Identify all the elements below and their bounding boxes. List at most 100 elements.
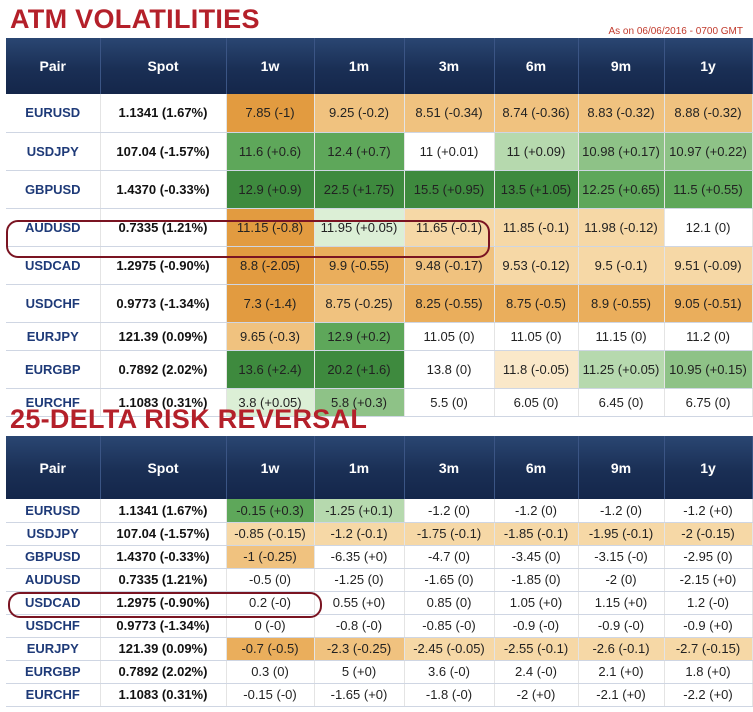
spot-cell: 121.39 (0.09%) xyxy=(100,637,227,661)
atm-value-cell: 8.74 (-0.36) xyxy=(494,94,579,133)
atm-value-cell: 7.85 (-1) xyxy=(226,94,315,133)
rr-value-cell: -1.75 (-0.1) xyxy=(404,522,495,546)
atm-header-1y: 1y xyxy=(664,38,753,94)
table-row: USDJPY 107.04 (-1.57%) 11.6 (+0.6) 12.4 (+0… xyxy=(6,132,753,171)
table-row: GBPUSD 1.4370 (-0.33%) -1 (-0.25) -6.35 (+0… xyxy=(6,545,753,569)
atm-value-cell: 11 (+0.01) xyxy=(404,132,495,171)
atm-value-cell: 9.25 (-0.2) xyxy=(314,94,405,133)
table-row: AUDUSD 0.7335 (1.21%) 11.15 (-0.8) 11.95 (+… xyxy=(6,208,753,247)
rr-value-cell: -1.2 (-0.1) xyxy=(314,522,405,546)
rr-value-cell: 2.4 (-0) xyxy=(494,660,579,684)
spot-cell: 1.2975 (-0.90%) xyxy=(100,591,227,615)
atm-value-cell: 15.5 (+0.95) xyxy=(404,170,495,209)
atm-value-cell: 8.75 (-0.5) xyxy=(494,284,579,323)
rr-value-cell: -1.8 (-0) xyxy=(404,683,495,707)
rr-value-cell: -1.65 (0) xyxy=(404,568,495,592)
rr-header-1w: 1w xyxy=(226,436,315,499)
atm-value-cell: 11.98 (-0.12) xyxy=(578,208,665,247)
rr-value-cell: -0.9 (+0) xyxy=(664,614,753,638)
atm-value-cell: 11.5 (+0.55) xyxy=(664,170,753,209)
pair-cell: EURUSD xyxy=(6,94,101,133)
atm-value-cell: 10.95 (+0.15) xyxy=(664,350,753,389)
rr-value-cell: -0.85 (-0) xyxy=(404,614,495,638)
atm-table-body: EURUSD 1.1341 (1.67%) 7.85 (-1) 9.25 (-0.2)… xyxy=(6,94,753,417)
pair-cell: USDCHF xyxy=(6,284,101,323)
spot-cell: 1.1083 (0.31%) xyxy=(100,388,227,417)
pair-cell: USDJPY xyxy=(6,522,101,546)
atm-value-cell: 6.45 (0) xyxy=(578,388,665,417)
atm-value-cell: 6.05 (0) xyxy=(494,388,579,417)
table-row: EURJPY 121.39 (0.09%) -0.7 (-0.5) -2.3 (-0.… xyxy=(6,637,753,661)
spot-cell: 0.7335 (1.21%) xyxy=(100,208,227,247)
rr-value-cell: -3.15 (-0) xyxy=(578,545,665,569)
risk-reversal-title: 25-DELTA RISK REVERSAL xyxy=(10,404,368,434)
atm-header-3m: 3m xyxy=(404,38,495,94)
rr-value-cell: -2.6 (-0.1) xyxy=(578,637,665,661)
pair-cell: USDCAD xyxy=(6,591,101,615)
atm-value-cell: 12.4 (+0.7) xyxy=(314,132,405,171)
rr-value-cell: -1.2 (0) xyxy=(578,499,665,523)
spot-cell: 1.4370 (-0.33%) xyxy=(100,545,227,569)
atm-value-cell: 8.9 (-0.55) xyxy=(578,284,665,323)
table-row: USDCHF 0.9773 (-1.34%) 0 (-0) -0.8 (-0) -0.8… xyxy=(6,614,753,638)
rr-value-cell: 1.05 (+0) xyxy=(494,591,579,615)
rr-value-cell: -0.9 (-0) xyxy=(578,614,665,638)
spot-cell: 1.1341 (1.67%) xyxy=(100,94,227,133)
atm-value-cell: 3.8 (+0.05) xyxy=(226,388,315,417)
table-row: USDJPY 107.04 (-1.57%) -0.85 (-0.15) -1.2 (… xyxy=(6,522,753,546)
pair-cell: USDJPY xyxy=(6,132,101,171)
atm-value-cell: 8.75 (-0.25) xyxy=(314,284,405,323)
atm-value-cell: 9.51 (-0.09) xyxy=(664,246,753,285)
table-row: GBPUSD 1.4370 (-0.33%) 12.9 (+0.9) 22.5 (+1… xyxy=(6,170,753,209)
rr-value-cell: -2.45 (-0.05) xyxy=(404,637,495,661)
rr-value-cell: -2.3 (-0.25) xyxy=(314,637,405,661)
rr-value-cell: -1.95 (-0.1) xyxy=(578,522,665,546)
rr-value-cell: -2.1 (+0) xyxy=(578,683,665,707)
pair-cell: EURUSD xyxy=(6,499,101,523)
rr-header-pair: Pair xyxy=(6,436,101,499)
atm-header-1m: 1m xyxy=(314,38,405,94)
spot-cell: 0.9773 (-1.34%) xyxy=(100,614,227,638)
atm-value-cell: 11.8 (-0.05) xyxy=(494,350,579,389)
rr-value-cell: 0 (-0) xyxy=(226,614,315,638)
rr-value-cell: -1.25 (+0.1) xyxy=(314,499,405,523)
atm-value-cell: 11.95 (+0.05) xyxy=(314,208,405,247)
table-row: EURUSD 1.1341 (1.67%) -0.15 (+0.3) -1.25 (+… xyxy=(6,499,753,523)
rr-value-cell: -0.15 (+0.3) xyxy=(226,499,315,523)
atm-value-cell: 12.25 (+0.65) xyxy=(578,170,665,209)
atm-value-cell: 9.05 (-0.51) xyxy=(664,284,753,323)
spot-cell: 107.04 (-1.57%) xyxy=(100,522,227,546)
spot-cell: 1.1341 (1.67%) xyxy=(100,499,227,523)
atm-value-cell: 8.88 (-0.32) xyxy=(664,94,753,133)
atm-value-cell: 12.9 (+0.9) xyxy=(226,170,315,209)
rr-value-cell: -1.2 (0) xyxy=(404,499,495,523)
table-row: EURCHF 1.1083 (0.31%) -0.15 (-0) -1.65 (+0)… xyxy=(6,683,753,707)
pair-cell: EURGBP xyxy=(6,350,101,389)
as-of-timestamp: As on 06/06/2016 - 0700 GMT xyxy=(608,26,743,37)
rr-value-cell: -1.2 (0) xyxy=(494,499,579,523)
rr-header-3m: 3m xyxy=(404,436,495,499)
rr-value-cell: 1.15 (+0) xyxy=(578,591,665,615)
rr-value-cell: -0.7 (-0.5) xyxy=(226,637,315,661)
atm-value-cell: 22.5 (+1.75) xyxy=(314,170,405,209)
rr-value-cell: -4.7 (0) xyxy=(404,545,495,569)
rr-value-cell: -2.55 (-0.1) xyxy=(494,637,579,661)
table-row: USDCAD 1.2975 (-0.90%) 8.8 (-2.05) 9.9 (-0.… xyxy=(6,246,753,285)
rr-value-cell: -1.25 (0) xyxy=(314,568,405,592)
atm-value-cell: 12.9 (+0.2) xyxy=(314,322,405,351)
rr-value-cell: 0.55 (+0) xyxy=(314,591,405,615)
rr-value-cell: 1.2 (-0) xyxy=(664,591,753,615)
atm-value-cell: 9.65 (-0.3) xyxy=(226,322,315,351)
pair-cell: EURGBP xyxy=(6,660,101,684)
atm-header-6m: 6m xyxy=(494,38,579,94)
rr-value-cell: -0.5 (0) xyxy=(226,568,315,592)
atm-value-cell: 13.8 (0) xyxy=(404,350,495,389)
pair-cell: GBPUSD xyxy=(6,545,101,569)
pair-cell: EURCHF xyxy=(6,683,101,707)
rr-header-6m: 6m xyxy=(494,436,579,499)
atm-value-cell: 5.5 (0) xyxy=(404,388,495,417)
rr-table-body: EURUSD 1.1341 (1.67%) -0.15 (+0.3) -1.25 (+… xyxy=(6,499,753,707)
atm-value-cell: 11 (+0.09) xyxy=(494,132,579,171)
spot-cell: 0.7892 (2.02%) xyxy=(100,350,227,389)
atm-value-cell: 11.15 (-0.8) xyxy=(226,208,315,247)
